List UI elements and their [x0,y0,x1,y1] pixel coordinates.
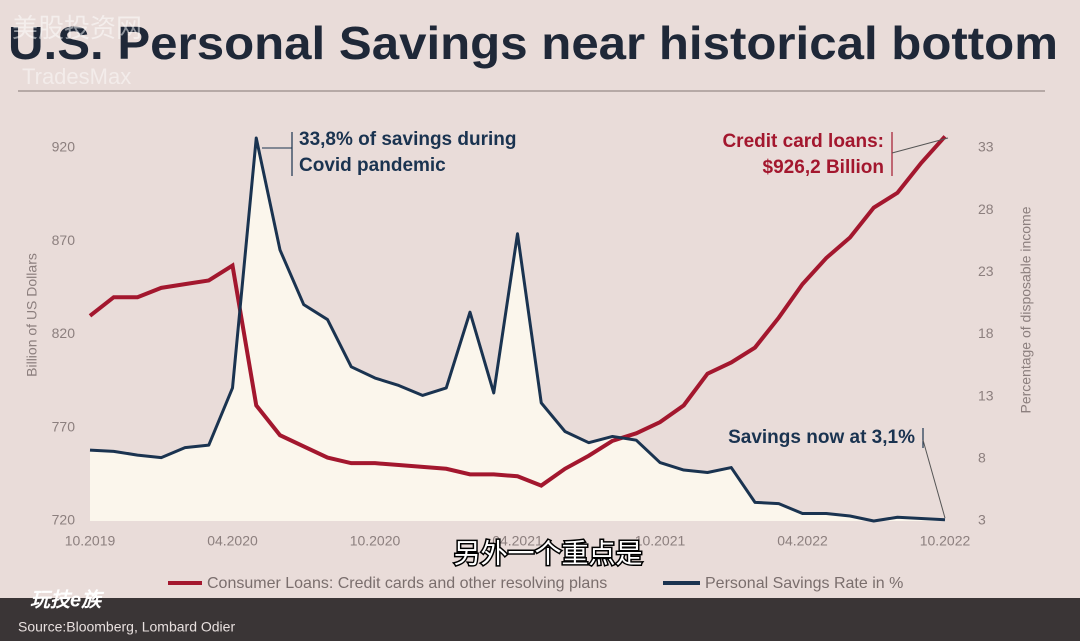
y-axis-label: Billion of US Dollars [24,253,40,377]
chart-title: U.S. Personal Savings near historical bo… [8,17,1058,69]
y-tick-label: 920 [52,139,76,155]
y-tick-label: 820 [52,325,76,341]
legend-label: Personal Savings Rate in % [705,575,903,592]
annotation: 33,8% of savings during [299,129,517,150]
x-tick-label: 04.2022 [777,533,828,549]
y2-tick-label: 8 [978,450,986,466]
x-tick-label: 04.2020 [207,533,258,549]
annotation: Savings now at 3,1% [728,427,915,448]
y2-axis-label: Percentage of disposable income [1018,206,1034,413]
annotation: Covid pandemic [299,155,446,176]
x-tick-label: 10.2022 [920,533,971,549]
annotation-leader [922,439,946,519]
x-tick-label: 10.2020 [350,533,401,549]
plot-area: 720 770 820 870 920 3 8 13 18 23 28 33 10.2019 04.202… [52,135,994,549]
series-line [88,135,947,488]
x-tick-label: 10.2021 [635,533,686,549]
source: Source:Bloomberg, Lombard Odier [18,619,235,635]
y2-tick-label: 28 [978,201,994,217]
watermark: TradesMax [22,64,131,89]
legend-label: Consumer Loans: Credit cards and other r… [207,575,607,592]
caption: 另外一个重点是 [454,539,643,569]
annotation: $926,2 Billion [763,157,884,178]
y-tick-label: 720 [52,512,76,528]
y-tick-label: 770 [52,418,76,434]
y2-tick-label: 18 [978,325,994,341]
y-tick-label: 870 [52,232,76,248]
watermark: 美股投资网 [12,13,142,43]
series-line [89,136,946,523]
bottom-strip [0,598,1080,641]
x-tick-label: 10.2019 [65,533,116,549]
y2-tick-label: 23 [978,263,994,279]
y2-tick-label: 3 [978,512,986,528]
annotation-leader [891,137,949,154]
savings-area [90,138,945,521]
y2-tick-label: 33 [978,139,994,155]
x-tick-label: 04.2021 [492,533,543,549]
y2-tick-label: 13 [978,387,994,403]
logo: 玩技e族 [30,588,105,611]
annotation: Credit card loans: [722,131,884,152]
